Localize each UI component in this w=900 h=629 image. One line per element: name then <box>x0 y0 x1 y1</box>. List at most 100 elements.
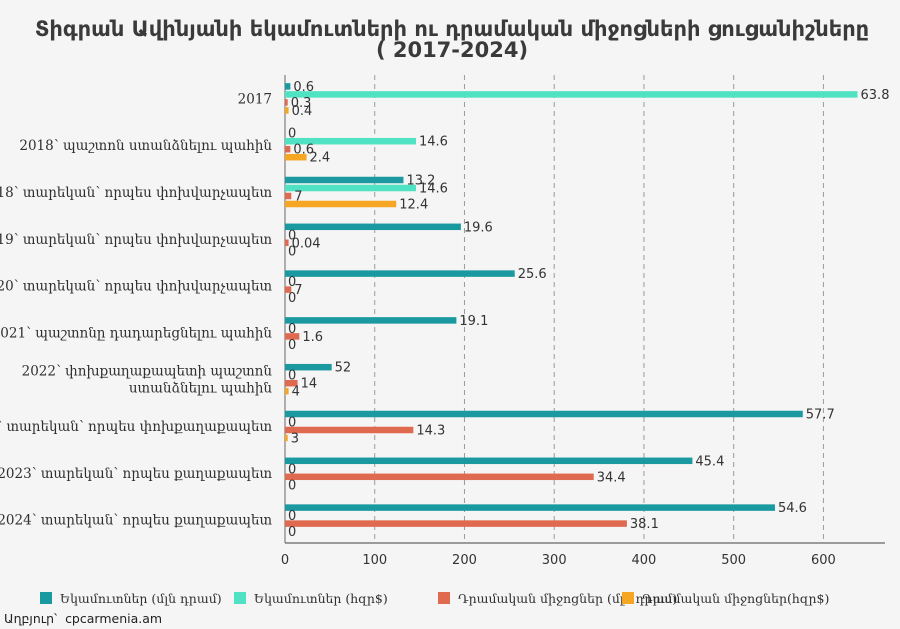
data-label: 19.1 <box>459 314 488 329</box>
data-label: 12.4 <box>399 198 428 213</box>
data-label: 0 <box>288 275 296 290</box>
bar <box>285 317 457 324</box>
data-label: 0 <box>288 338 296 353</box>
category-label: 2022՝ տարեկան՝ որպես փոխքաղաքապետ <box>0 419 272 435</box>
legend-swatch <box>234 592 246 604</box>
data-label: 0.3 <box>291 96 312 111</box>
data-label: 25.6 <box>518 267 547 282</box>
data-label: 0 <box>288 478 296 493</box>
source-label: Աղբյուր՝ cpcarmenia.am <box>4 611 162 626</box>
category-label: 2018՝ տարեկան՝ որպես փոխվարչապետ <box>0 185 272 201</box>
bar <box>285 153 307 161</box>
category-label: 2017 <box>238 91 272 107</box>
bar <box>285 363 332 371</box>
legend-swatch <box>438 592 450 604</box>
bar <box>285 426 414 434</box>
bar <box>285 473 594 481</box>
data-label: 3 <box>291 432 299 447</box>
bar <box>285 192 292 200</box>
legend-swatch <box>40 592 52 604</box>
x-tick-label: 0 <box>281 553 289 568</box>
data-label: 14 <box>301 377 318 392</box>
bar <box>285 520 627 527</box>
bar <box>285 223 461 231</box>
bar <box>285 145 291 153</box>
bar <box>285 83 291 90</box>
source-value: cpcarmenia.am <box>65 611 162 626</box>
category-label: 2021՝ պաշտոնը դադարեցնելու պահին <box>0 325 272 341</box>
bar <box>285 107 289 114</box>
category-label: 2022՝ փոխքաղաքապետի պաշտոն <box>22 364 273 380</box>
data-label: 0.6 <box>293 80 314 95</box>
bar <box>285 434 288 442</box>
bar <box>285 91 858 98</box>
bar <box>285 286 292 293</box>
legend-label: Եկամուտներ (հզր$) <box>254 591 388 606</box>
category-labels: 2017 2018՝ պաշտոն ստանձնելու պահին 2018՝ տ… <box>0 91 272 528</box>
legend: Եկամուտներ (մլն դրամ) Եկամուտներ (հզր$) Դր… <box>40 591 829 606</box>
data-label: 54.6 <box>778 501 807 516</box>
data-label: 19.6 <box>464 220 493 235</box>
legend-swatch <box>622 592 634 604</box>
data-label: 14.6 <box>419 182 448 197</box>
data-label: 14.6 <box>419 135 448 150</box>
data-label: 14.3 <box>416 424 445 439</box>
value-labels: 0.663.80.30.4014.60.62.413.214.6712.419.… <box>288 80 889 540</box>
data-label: 45.4 <box>695 454 724 469</box>
data-label: 52 <box>335 361 352 376</box>
bar <box>285 333 300 340</box>
x-tick-label: 300 <box>542 553 567 568</box>
source-prefix: Աղբյուր՝ <box>4 611 57 626</box>
data-label: 0 <box>288 509 296 524</box>
category-label: 2020՝ տարեկան՝ որպես փոխվարչապետ <box>0 279 272 295</box>
bar <box>285 176 404 184</box>
bar <box>285 387 289 395</box>
bar <box>285 137 417 145</box>
category-label: 2018՝ պաշտոն ստանձնելու պահին <box>19 138 272 154</box>
data-label: 0 <box>288 244 296 259</box>
data-label: 0.04 <box>292 236 321 251</box>
chart-subtitle: ( 2017-2024) <box>376 38 528 62</box>
chart-title: Տիգրան Ավինյանի եկամուտների ու դրամական … <box>35 17 869 41</box>
bar <box>285 457 693 465</box>
bar <box>285 379 298 387</box>
data-label: 4 <box>292 385 300 400</box>
data-label: 0.4 <box>292 104 313 119</box>
bar <box>285 200 397 208</box>
data-label: 0 <box>288 322 296 337</box>
data-label: 2.4 <box>310 151 331 166</box>
x-tick-label: 200 <box>452 553 477 568</box>
bar <box>285 504 775 511</box>
x-tick-label: 100 <box>362 553 387 568</box>
data-label: 0 <box>288 127 296 142</box>
data-label: 0 <box>288 416 296 431</box>
data-label: 63.8 <box>861 88 890 103</box>
x-tick-label: 400 <box>632 553 657 568</box>
data-label: 0 <box>288 462 296 477</box>
legend-label: Դրամական միջոցներ(հզր$) <box>642 591 829 606</box>
data-label: 57.7 <box>806 408 835 423</box>
data-label: 0 <box>288 369 296 384</box>
bar <box>285 270 515 277</box>
grid <box>284 75 885 544</box>
category-label: 2019՝ տարեկան՝ որպես փոխվարչապետ <box>0 232 272 248</box>
x-tick-label: 600 <box>811 553 836 568</box>
data-label: 0 <box>288 228 296 243</box>
data-label: 7 <box>294 190 302 205</box>
data-label: 38.1 <box>630 517 659 532</box>
data-label: 0 <box>288 525 296 540</box>
bar <box>285 99 288 106</box>
category-label: 2024՝ տարեկան՝ որպես քաղաքապետ <box>0 513 272 529</box>
bars <box>285 83 858 527</box>
bar <box>285 239 289 247</box>
x-tick-labels: 0 100 200 300 400 500 600 <box>281 553 836 568</box>
data-label: 34.4 <box>597 470 626 485</box>
data-label: 7 <box>294 283 302 298</box>
data-label: 0.6 <box>293 143 314 158</box>
bar <box>285 410 803 418</box>
data-label: 13.2 <box>406 174 435 189</box>
category-label: ստանձնելու պահին <box>129 381 273 397</box>
category-label: 2023՝ տարեկան՝ որպես քաղաքապետ <box>0 466 272 482</box>
x-tick-label: 500 <box>721 553 746 568</box>
